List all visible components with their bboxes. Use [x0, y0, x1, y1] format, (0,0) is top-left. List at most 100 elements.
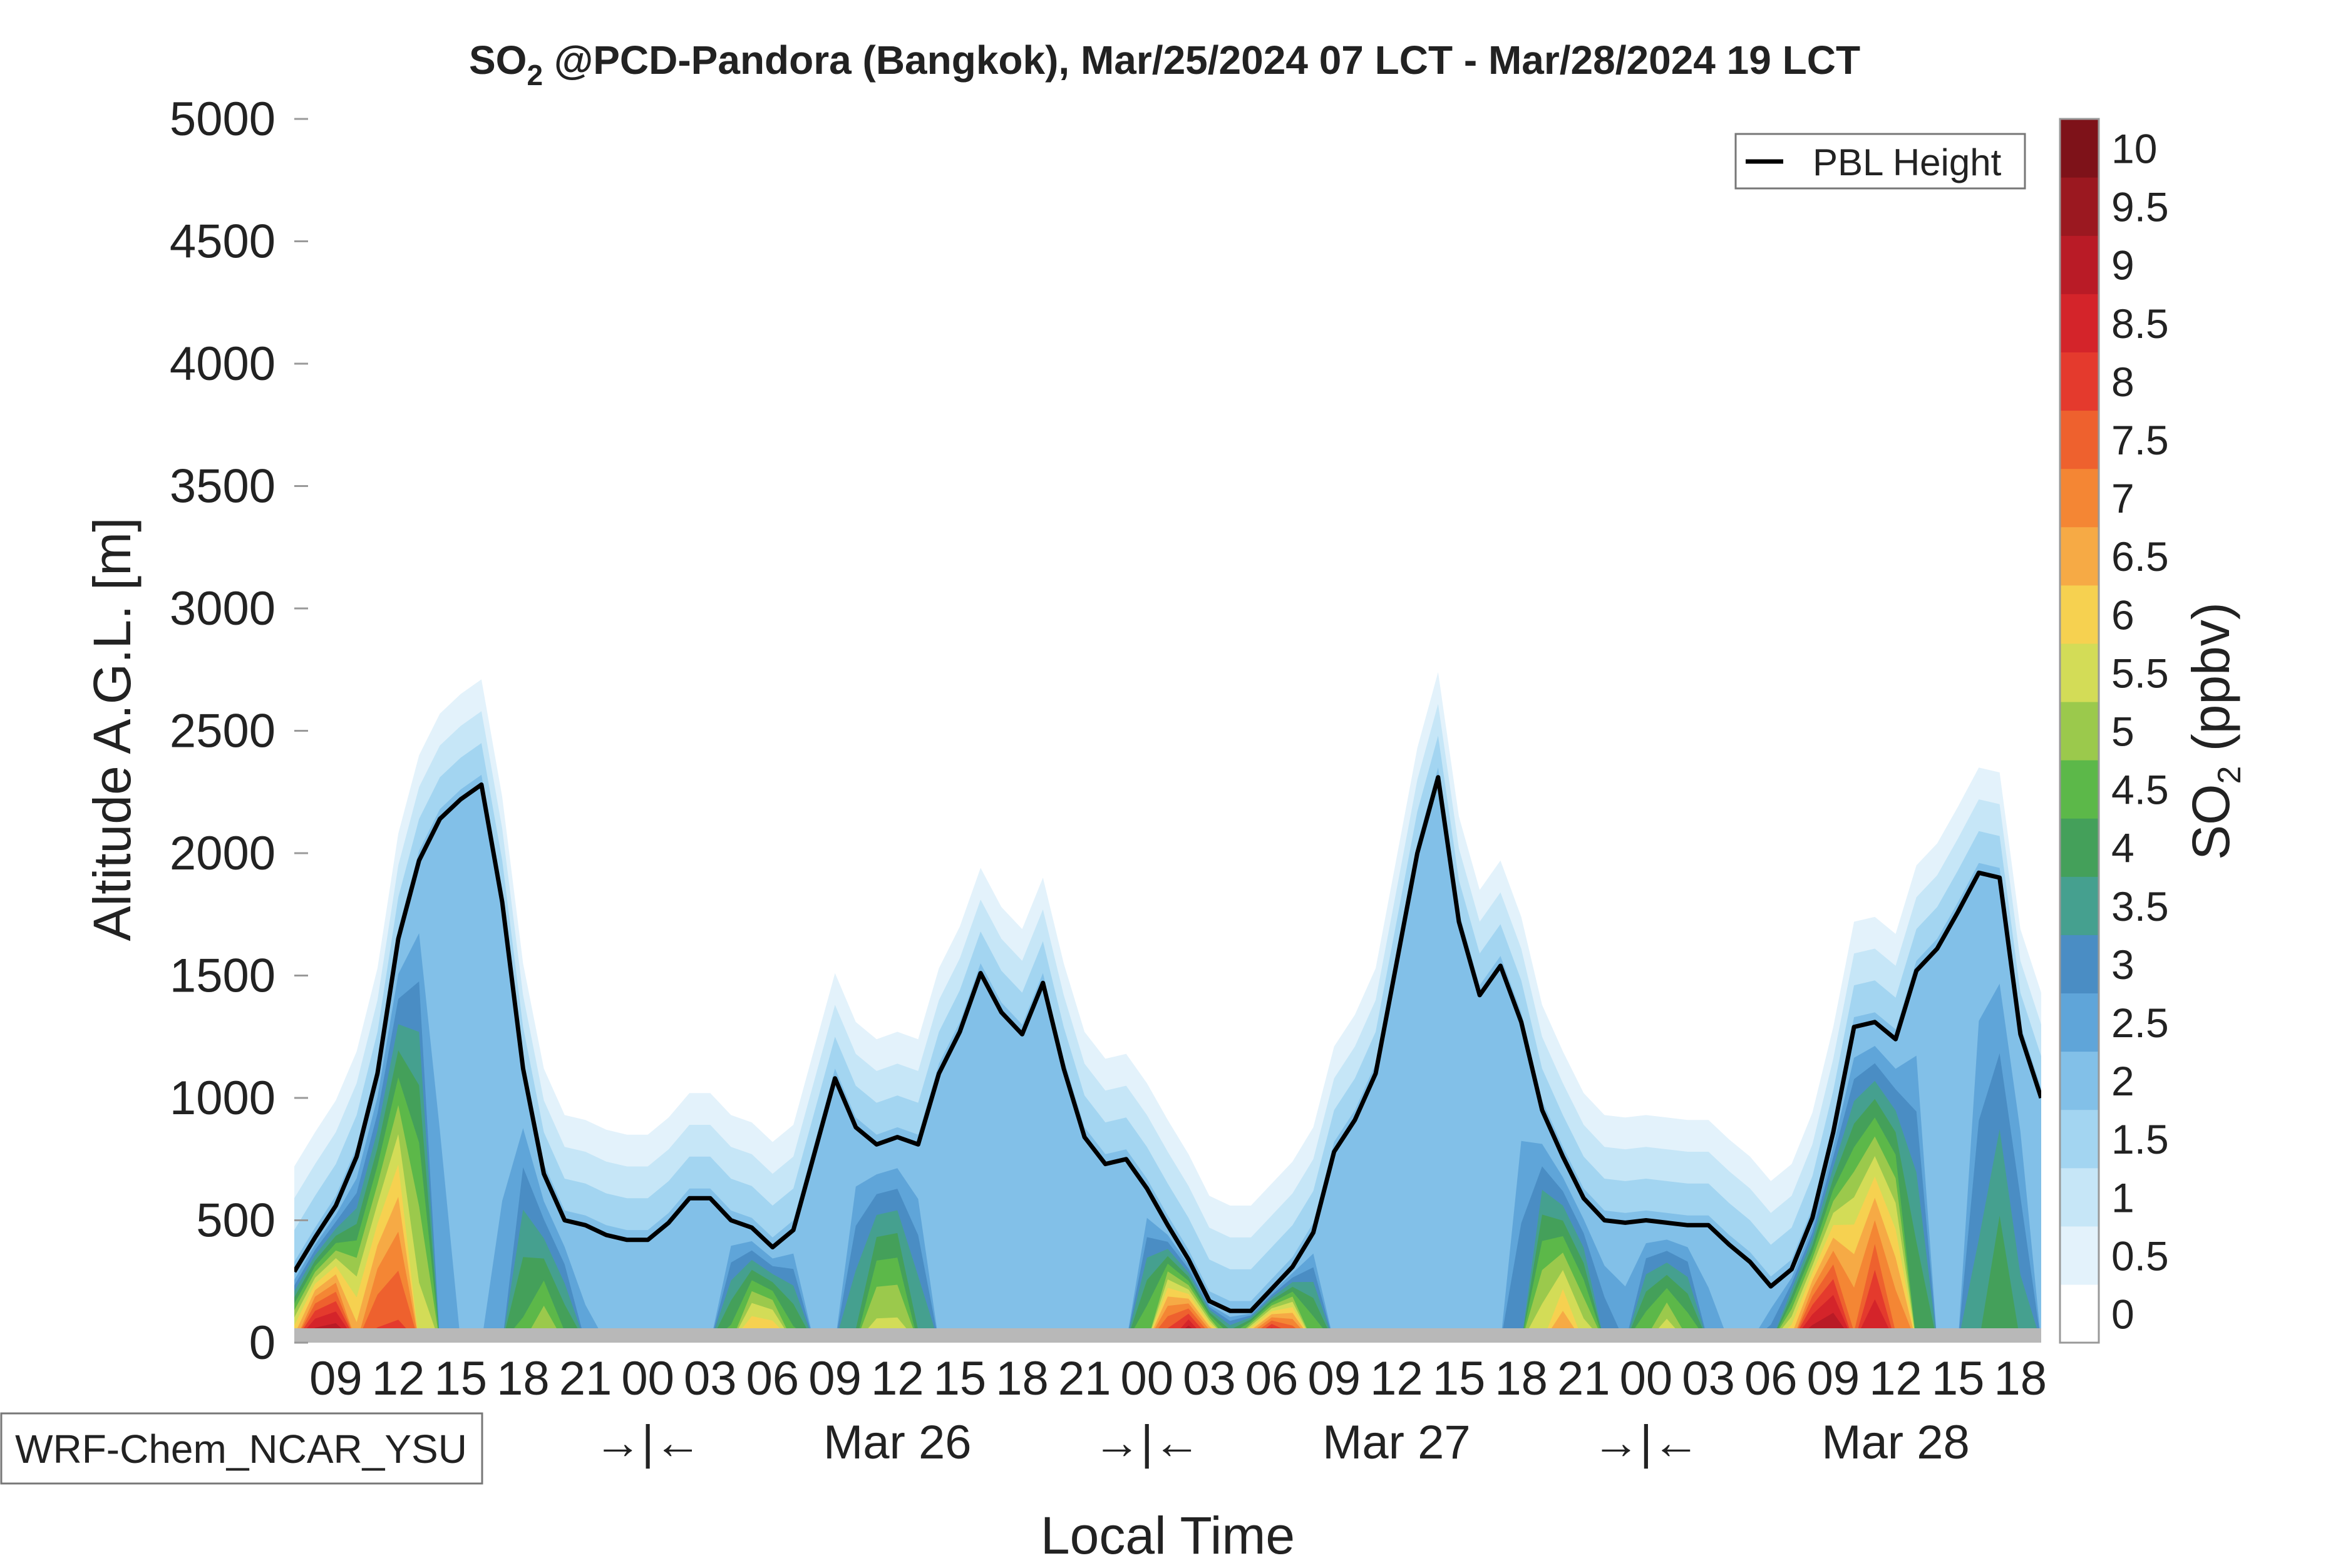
- x-tick-label: 18: [1994, 1352, 2047, 1405]
- x-tick-label: 18: [1495, 1352, 1548, 1405]
- day-label: →|←: [1592, 1416, 1700, 1469]
- x-tick-label: 15: [934, 1352, 987, 1405]
- colorbar-cell: [2060, 526, 2099, 586]
- colorbar-cell: [2060, 177, 2099, 236]
- colorbar-tick-label: 9: [2111, 242, 2134, 289]
- so2-band-1-5: [294, 735, 2041, 1343]
- colorbar-cell: [2060, 760, 2099, 819]
- day-label: →|←: [594, 1416, 702, 1469]
- legend-entry-pbl-height: PBL Height: [1813, 141, 2002, 183]
- y-tick-label: 1500: [170, 950, 275, 1003]
- x-tick-label: 18: [996, 1352, 1049, 1405]
- colorbar-tick-label: 8.5: [2111, 300, 2169, 347]
- colorbar-tick-label: 4: [2111, 825, 2134, 871]
- colorbar-cell: [2060, 876, 2099, 935]
- x-tick-label: 00: [621, 1352, 674, 1405]
- colorbar-tick-label: 1: [2111, 1174, 2134, 1221]
- y-tick-label: 5000: [170, 93, 275, 146]
- y-axis-label: Altitude A.G.L. [m]: [83, 518, 142, 941]
- y-tick-label: 4000: [170, 337, 275, 391]
- x-tick-label: 12: [871, 1352, 924, 1405]
- colorbar-label: SO2 (ppbv): [2181, 602, 2248, 860]
- day-label: →|←: [1093, 1416, 1201, 1469]
- x-tick-label: 06: [1744, 1352, 1798, 1405]
- x-axis-day-labels: →|← Mar 26 →|← Mar 27 →|← Mar 28: [594, 1416, 1970, 1469]
- x-tick-label: 18: [497, 1352, 550, 1405]
- y-tick-label: 2500: [170, 705, 275, 758]
- x-tick-label: 12: [372, 1352, 425, 1405]
- colorbar-tick-label: 5.5: [2111, 650, 2169, 696]
- day-label: Mar 27: [1322, 1416, 1471, 1469]
- y-tick-label: 4500: [170, 215, 275, 269]
- y-tick-label: 3500: [170, 460, 275, 513]
- colorbar-tick-label: 4.5: [2111, 767, 2169, 813]
- colorbar-cell: [2060, 352, 2099, 411]
- x-tick-label: 09: [309, 1352, 363, 1405]
- x-tick-label: 15: [434, 1352, 487, 1405]
- x-tick-label: 03: [1183, 1352, 1236, 1405]
- legend: PBL Height: [1734, 133, 2026, 190]
- colorbar-cell: [2060, 818, 2099, 877]
- colorbar-tick-label: 0.5: [2111, 1232, 2169, 1279]
- x-tick-label: 12: [1370, 1352, 1423, 1405]
- y-tick-label: 1000: [170, 1072, 275, 1125]
- pbl-height-line: [294, 775, 2041, 1313]
- colorbar-cell: [2060, 294, 2099, 352]
- colorbar-cell: [2060, 701, 2099, 761]
- chart-title: SO2 @PCD-Pandora (Bangkok), Mar/25/2024 …: [469, 38, 1860, 91]
- colorbar-tick-label: 8: [2111, 359, 2134, 405]
- colorbar-tick-label: 7.5: [2111, 417, 2169, 463]
- x-tick-label: 09: [1807, 1352, 1860, 1405]
- colorbar-cell: [2060, 935, 2099, 994]
- x-tick-label: 21: [559, 1352, 612, 1405]
- colorbar-tick-label: 6: [2111, 592, 2134, 638]
- legend-box: [1734, 133, 2026, 190]
- x-axis-label: Local Time: [1041, 1506, 1295, 1565]
- colorbar-cell: [2060, 1051, 2099, 1110]
- model-label-text: WRF-Chem_NCAR_YSU: [15, 1427, 467, 1472]
- model-label-box: [0, 1412, 483, 1485]
- colorbar-frame: [2059, 118, 2100, 1344]
- x-tick-label: 21: [1557, 1352, 1610, 1405]
- colorbar: 0 0.5 1 1.5 2 2.5 3 3.5 4 4.5 5 5.5 6 6.5 7 7.5 8 8.5 9 9.5…: [2059, 118, 2248, 1344]
- colorbar-cell: [2060, 993, 2099, 1052]
- colorbar-tick-label: 0: [2111, 1291, 2134, 1337]
- x-tick-label: 03: [684, 1352, 737, 1405]
- day-label: Mar 28: [1821, 1416, 1970, 1469]
- x-tick-label: 06: [1245, 1352, 1299, 1405]
- colorbar-tick-label: 10: [2111, 126, 2157, 172]
- colorbar-tick-label: 6.5: [2111, 533, 2169, 580]
- y-tick-label: 2000: [170, 827, 275, 880]
- x-tick-label: 15: [1932, 1352, 1985, 1405]
- colorbar-cell: [2060, 1284, 2099, 1343]
- colorbar-cell: [2060, 410, 2099, 469]
- colorbar-cells: [2060, 119, 2099, 1343]
- y-axis-ticks: 0 500 1000 1500 2000 2500 3000 3500 4000 4500 5000: [170, 93, 308, 1370]
- x-tick-label: 12: [1869, 1352, 1922, 1405]
- x-tick-label: 09: [808, 1352, 862, 1405]
- x-tick-label: 03: [1682, 1352, 1735, 1405]
- x-tick-label: 15: [1433, 1352, 1486, 1405]
- pbl-layer: [294, 775, 2041, 1313]
- colorbar-tick-label: 5: [2111, 709, 2134, 755]
- day-label: Mar 26: [823, 1416, 972, 1469]
- colorbar-cell: [2060, 235, 2099, 294]
- colorbar-tick-label: 2: [2111, 1058, 2134, 1104]
- y-tick-label: 3000: [170, 582, 275, 635]
- ground-strip: [294, 1328, 2041, 1343]
- colorbar-cell: [2060, 1109, 2099, 1169]
- colorbar-cell: [2060, 468, 2099, 528]
- x-tick-label: 09: [1307, 1352, 1361, 1405]
- y-tick-label: 500: [196, 1194, 275, 1248]
- colorbar-tick-label: 3: [2111, 941, 2134, 988]
- plot-area: [294, 119, 2041, 1343]
- x-tick-label: 06: [746, 1352, 800, 1405]
- colorbar-cell: [2060, 119, 2099, 178]
- colorbar-tick-label: 3.5: [2111, 883, 2169, 930]
- colorbar-cell: [2060, 1226, 2099, 1285]
- colorbar-cell: [2060, 643, 2099, 702]
- colorbar-tick-label: 9.5: [2111, 184, 2169, 230]
- x-axis-ticks: 09 12 15 18 21 00 03 06 09 12 15 18 21 00 03 06 09 12 15 18…: [309, 1352, 2047, 1405]
